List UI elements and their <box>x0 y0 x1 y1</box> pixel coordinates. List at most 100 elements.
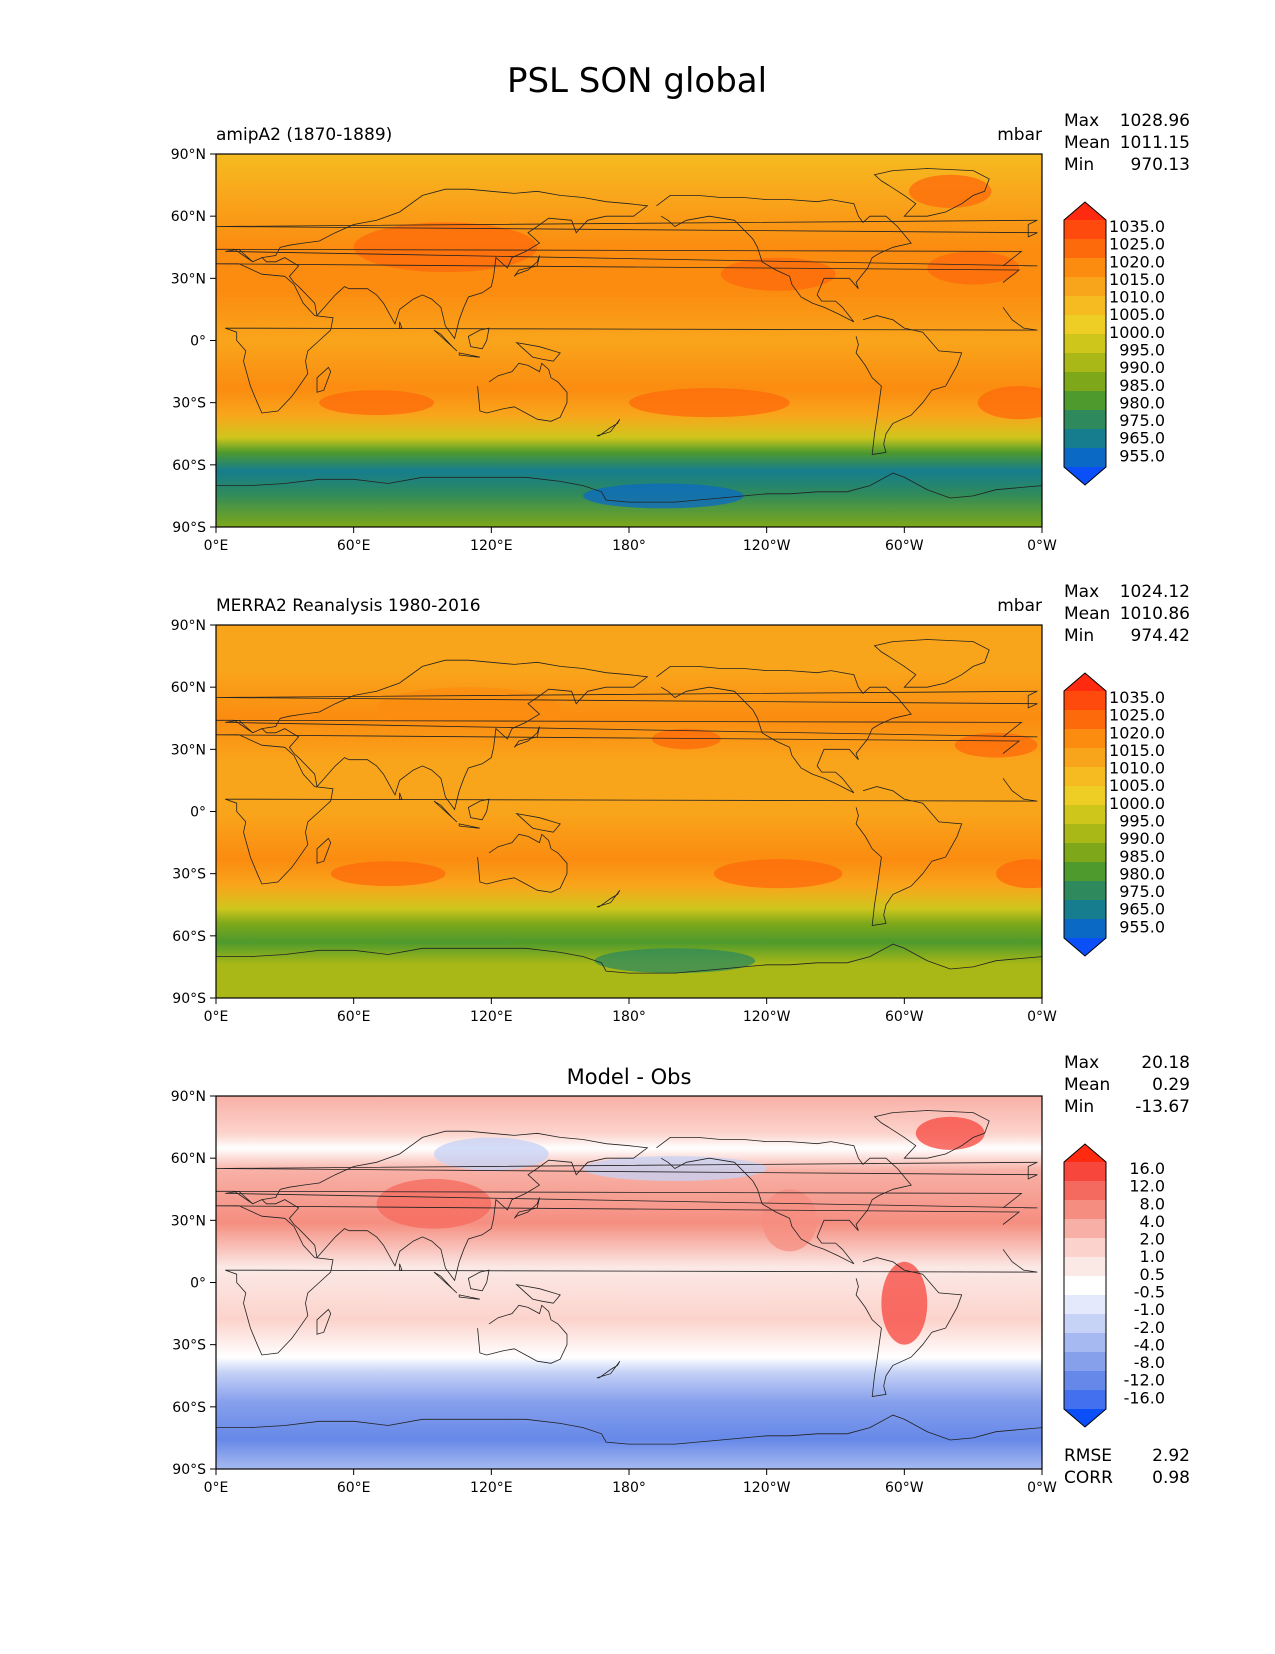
pressure-blob <box>376 1178 492 1229</box>
lat-tick-label: 60°S <box>172 458 206 474</box>
panel-center-title: Model - Obs <box>567 1065 692 1089</box>
colorbar-segment <box>1064 1352 1106 1372</box>
lon-tick-label: 60°W <box>885 538 924 554</box>
coastline <box>515 812 561 833</box>
colorbar-extend-min <box>1064 938 1106 956</box>
colorbar-label: 975.0 <box>1119 882 1165 901</box>
coastline <box>216 943 1042 974</box>
panel-model: 90°N 60°N 30°N 0° 30°S 60°S 90°S 0°E 60°E 120°E 18… <box>171 111 1190 554</box>
lon-tick-label: 180° <box>612 1480 646 1496</box>
colorbar-label: -2.0 <box>1134 1318 1165 1337</box>
stat-value: -13.67 <box>1135 1097 1190 1117</box>
colorbar-extend-max <box>1064 202 1106 220</box>
colorbar-label: -1.0 <box>1134 1300 1165 1319</box>
pressure-blob <box>908 174 992 208</box>
pressure-blob <box>583 483 744 509</box>
colorbar-segment <box>1064 1200 1106 1220</box>
coastline <box>477 362 568 422</box>
colorbar: 1035.01025.01020.01015.01010.01005.01000… <box>1063 672 1165 957</box>
lat-tick-label: 30°N <box>171 1213 206 1229</box>
panel-left-title: MERRA2 Reanalysis 1980-2016 <box>216 596 481 616</box>
lon-tick-label: 0°E <box>204 1009 229 1025</box>
panel-units: mbar <box>997 125 1042 145</box>
extra-stat-label: CORR <box>1064 1468 1113 1488</box>
colorbar-label: 16.0 <box>1129 1159 1165 1178</box>
pressure-blob <box>651 728 721 750</box>
stat-value: 1028.96 <box>1120 111 1190 131</box>
colorbar-label: 990.0 <box>1119 358 1165 377</box>
colorbar-label: 1010.0 <box>1109 288 1165 307</box>
lat-tick-label: 0° <box>190 334 206 350</box>
coastlines <box>216 1110 1042 1445</box>
colorbar-segment <box>1064 691 1106 711</box>
colorbar-label: 1035.0 <box>1109 688 1165 707</box>
colorbar-segment <box>1064 824 1106 844</box>
colorbar-label: 1010.0 <box>1109 759 1165 778</box>
lat-tick-label: 60°N <box>171 209 206 225</box>
colorbar-segment <box>1064 1333 1106 1353</box>
extra-stat-value: 2.92 <box>1152 1446 1190 1466</box>
colorbar-segment <box>1064 220 1106 240</box>
coastline <box>216 659 1038 811</box>
pressure-blob <box>927 251 1020 285</box>
coastline <box>477 1304 568 1364</box>
colorbar-label: 0.5 <box>1140 1265 1165 1284</box>
colorbar-segment <box>1064 805 1106 825</box>
colorbar-label: 985.0 <box>1119 376 1165 395</box>
colorbar: 16.012.08.04.02.01.00.5-0.5-1.0-2.0-4.0-… <box>1063 1143 1165 1428</box>
colorbar-segment <box>1064 919 1106 939</box>
colorbar-segment <box>1064 710 1106 730</box>
lon-tick-label: 0°E <box>204 1480 229 1496</box>
coastline <box>216 734 1038 885</box>
coastline <box>458 823 480 829</box>
coastline <box>596 1360 621 1379</box>
coastlines <box>216 639 1042 974</box>
stat-value: 970.13 <box>1131 155 1190 175</box>
lat-tick-label: 90°N <box>171 147 206 163</box>
colorbar-segment <box>1064 353 1106 373</box>
colorbar-label: 995.0 <box>1119 812 1165 831</box>
lon-tick-label: 0°W <box>1027 538 1057 554</box>
colorbar-segment <box>1064 429 1106 449</box>
colorbar-segment <box>1064 786 1106 806</box>
panel-units: mbar <box>997 596 1042 616</box>
colorbar-label: -16.0 <box>1124 1388 1165 1407</box>
pressure-blob <box>629 388 790 418</box>
pressure-blob <box>433 1137 549 1171</box>
coastline <box>216 472 1042 503</box>
lat-tick-label: 90°S <box>172 991 206 1007</box>
colorbar-label: 1015.0 <box>1109 270 1165 289</box>
colorbar-label: 965.0 <box>1119 900 1165 919</box>
lon-tick-label: 60°E <box>337 1009 371 1025</box>
lon-tick-label: 120°E <box>470 1009 513 1025</box>
colorbar-segment <box>1064 862 1106 882</box>
colorbar-segment <box>1064 748 1106 768</box>
stat-value: 20.18 <box>1141 1053 1190 1073</box>
pressure-blob <box>319 390 434 416</box>
colorbar-segment <box>1064 881 1106 901</box>
colorbar-label: 985.0 <box>1119 847 1165 866</box>
colorbar-label: 4.0 <box>1140 1212 1165 1231</box>
pressure-blob <box>353 222 538 273</box>
colorbar: 1035.01025.01020.01015.01010.01005.01000… <box>1063 201 1165 486</box>
coastline <box>316 837 332 864</box>
coastline <box>467 798 490 821</box>
colorbar-label: 2.0 <box>1140 1230 1165 1249</box>
coastline <box>467 327 490 350</box>
colorbar-segment <box>1064 448 1106 468</box>
colorbar-label: 1000.0 <box>1109 794 1165 813</box>
lon-tick-label: 180° <box>612 538 646 554</box>
pressure-blob <box>881 1261 928 1345</box>
stat-label: Max <box>1064 1053 1099 1073</box>
colorbar-label: 995.0 <box>1119 341 1165 360</box>
lon-tick-label: 120°E <box>470 1480 513 1496</box>
coastline <box>433 800 458 823</box>
lon-tick-label: 0°E <box>204 538 229 554</box>
coastline <box>656 1137 912 1265</box>
colorbar-label: 12.0 <box>1129 1177 1165 1196</box>
colorbar-segment <box>1064 277 1106 297</box>
coastline <box>399 321 403 329</box>
colorbar-label: 1035.0 <box>1109 217 1165 236</box>
colorbar-segment <box>1064 1162 1106 1182</box>
lon-tick-label: 60°E <box>337 1480 371 1496</box>
